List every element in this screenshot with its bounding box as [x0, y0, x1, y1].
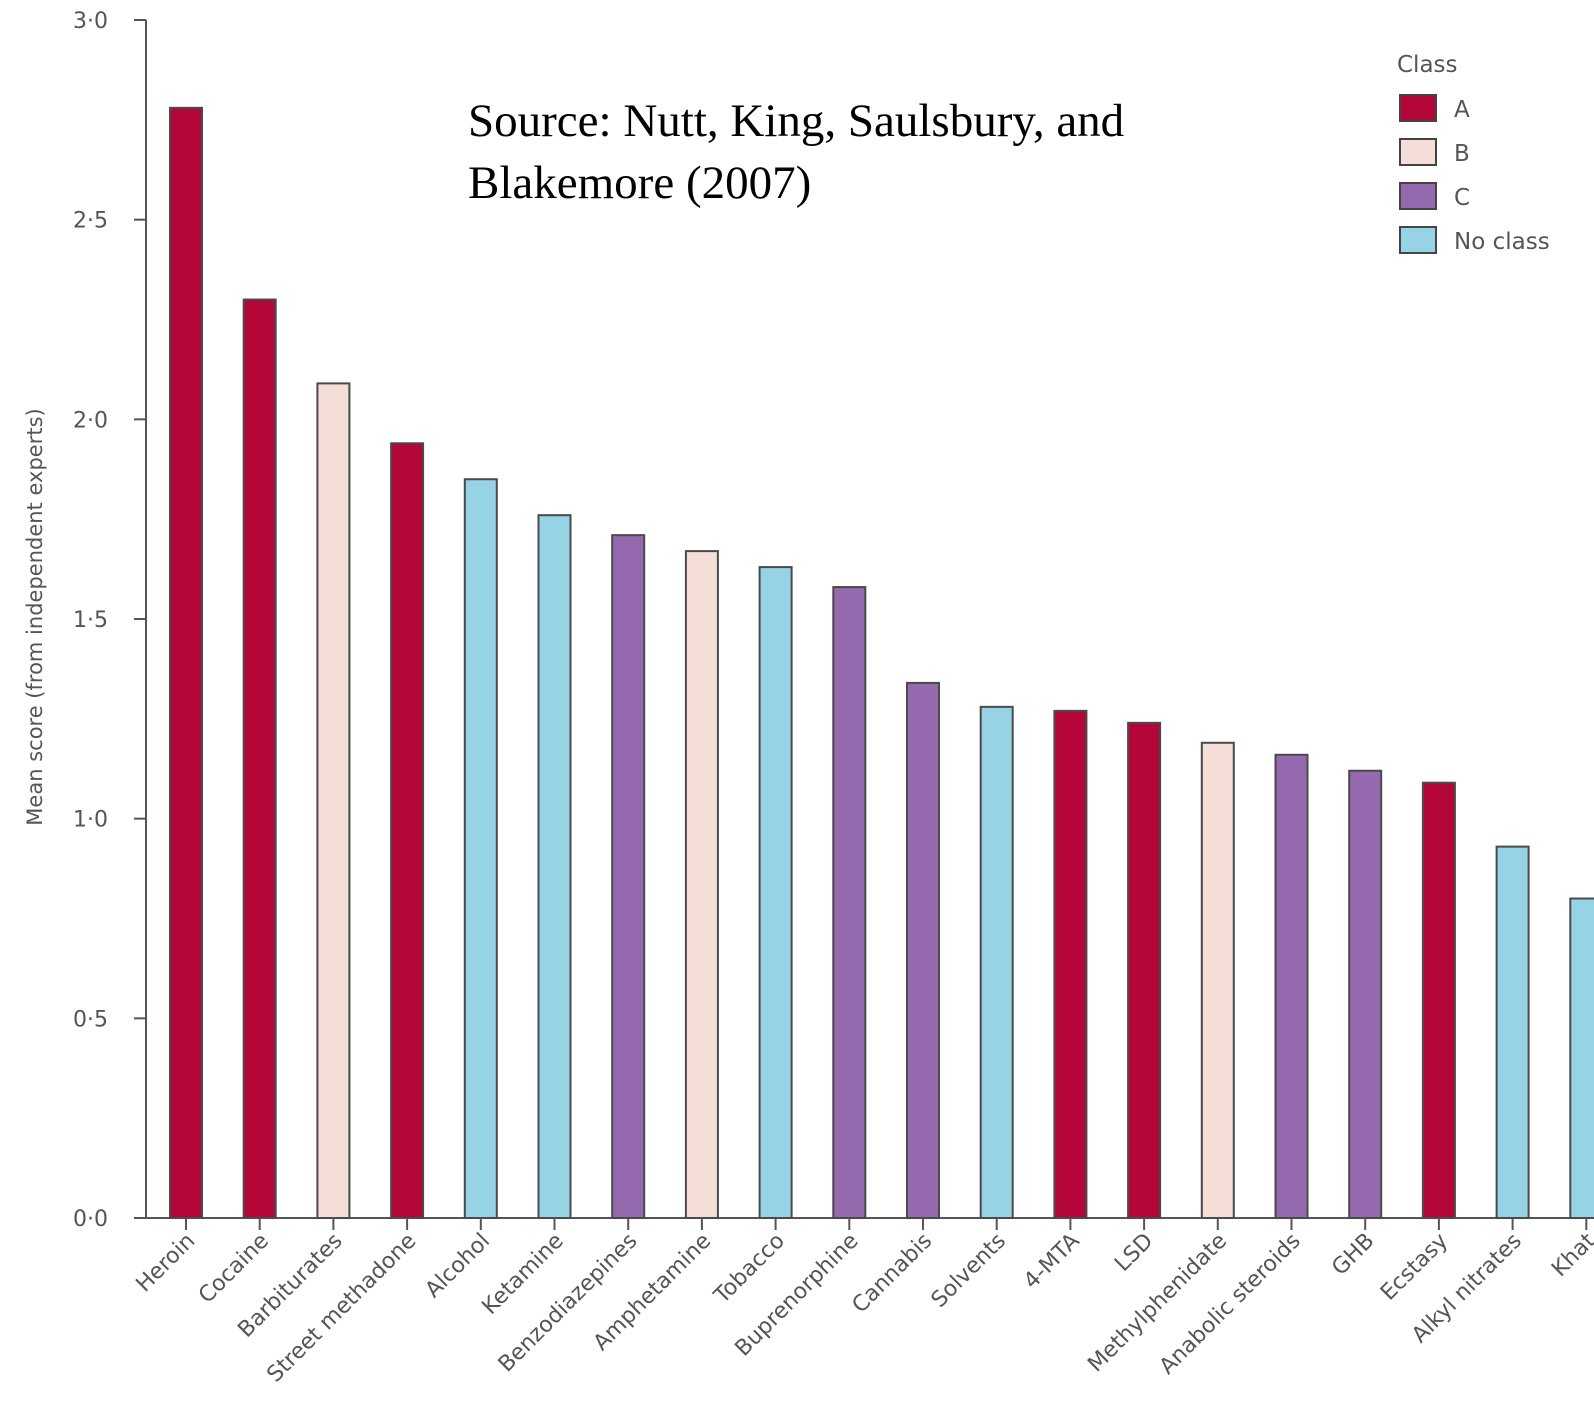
- legend-item-no-class: No class: [1399, 226, 1550, 255]
- bar-buprenorphine: [832, 586, 867, 1219]
- bar-alcohol: [463, 478, 498, 1219]
- x-tick-label-buprenorphine: Buprenorphine: [731, 1229, 864, 1362]
- bar-tobacco: [758, 566, 793, 1219]
- bar-ecstasy: [1421, 781, 1456, 1220]
- x-tick-label-methylphenidate: Methylphenidate: [1083, 1229, 1232, 1378]
- legend-label-b: B: [1454, 141, 1470, 167]
- y-tick-label: 0·5: [73, 1007, 108, 1032]
- legend-title: Class: [1397, 52, 1458, 78]
- x-tick-label-benzodiazepines: Benzodiazepines: [494, 1229, 643, 1378]
- legend-label-a: A: [1454, 97, 1470, 123]
- bar-amphetamine: [684, 550, 719, 1219]
- bar-anabolic-steroids: [1274, 753, 1309, 1219]
- bar-khat: [1569, 897, 1594, 1219]
- y-axis-label: Mean score (from independent experts): [23, 408, 47, 825]
- y-tick-label: 1·5: [73, 608, 108, 633]
- x-tick-label-anabolic-steroids: Anabolic steroids: [1155, 1229, 1306, 1380]
- source-annotation-line-2: Blakemore (2007): [468, 157, 811, 209]
- x-tick-label-solvents: Solvents: [927, 1229, 1011, 1313]
- bar-alkyl-nitrates: [1495, 845, 1530, 1219]
- y-ticks: 0·0 0·5 1·0 1·5 2·0 2·5 3·0: [73, 9, 146, 1232]
- bar-cocaine: [242, 298, 277, 1219]
- bar-lsd: [1127, 721, 1162, 1219]
- legend: Class A B C No class: [1397, 52, 1550, 255]
- bar-benzodiazepines: [611, 534, 646, 1219]
- bar-methylphenidate: [1200, 741, 1235, 1219]
- legend-label-c: C: [1454, 185, 1470, 211]
- bar-street-methadone: [390, 442, 425, 1219]
- x-tick-label-alcohol: Alcohol: [421, 1229, 495, 1303]
- bar-ghb: [1348, 769, 1383, 1219]
- bar-ketamine: [537, 514, 572, 1219]
- source-annotation: Source: Nutt, King, Saulsbury, and Blake…: [468, 95, 1136, 209]
- legend-item-b: B: [1399, 138, 1470, 167]
- legend-item-c: C: [1399, 182, 1470, 211]
- x-tick-label-street-methadone: Street methadone: [262, 1229, 421, 1388]
- x-tick-label-heroin: Heroin: [132, 1229, 201, 1298]
- bar-solvents: [979, 705, 1014, 1219]
- legend-swatch-no-class: [1399, 226, 1437, 254]
- legend-item-a: A: [1399, 94, 1470, 123]
- y-tick-label: 1·0: [73, 808, 108, 833]
- bar-barbiturates: [316, 382, 351, 1220]
- y-tick-label: 3·0: [73, 9, 108, 34]
- source-annotation-line-1: Source: Nutt, King, Saulsbury, and: [468, 95, 1124, 147]
- bar-heroin: [169, 106, 203, 1219]
- y-tick-label: 0·0: [73, 1207, 108, 1232]
- bars: [169, 106, 1594, 1220]
- legend-swatch-b: [1399, 138, 1437, 166]
- x-tick-label-ecstasy: Ecstasy: [1376, 1229, 1453, 1306]
- legend-label-no-class: No class: [1454, 229, 1550, 255]
- bar-4-mta: [1053, 709, 1088, 1219]
- x-tick-label-khat: Khat: [1547, 1228, 1594, 1282]
- x-tick-label-4-mta: 4-MTA: [1019, 1229, 1085, 1295]
- x-tick-label-cannabis: Cannabis: [848, 1229, 938, 1319]
- y-tick-label: 2·0: [73, 408, 108, 433]
- legend-swatch-c: [1399, 182, 1437, 210]
- y-tick-label: 2·5: [73, 209, 108, 234]
- x-tick-label-ghb: GHB: [1327, 1229, 1379, 1281]
- legend-swatch-a: [1399, 94, 1437, 122]
- x-tick-label-lsd: LSD: [1110, 1229, 1158, 1277]
- bar-cannabis: [906, 681, 940, 1219]
